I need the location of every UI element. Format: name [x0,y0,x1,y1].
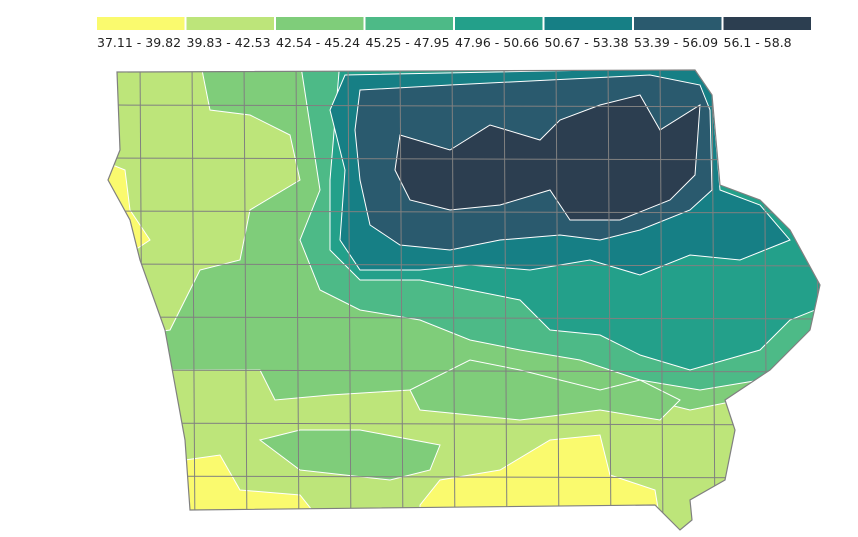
county-line [607,70,612,530]
contour-map [108,70,820,530]
legend-swatch [365,17,453,30]
county-line [295,70,300,530]
county-line [108,528,820,530]
county-line [659,70,664,530]
contour-region [394,94,701,221]
legend-label: 47.96 - 50.66 [455,35,539,50]
county-line [347,70,352,530]
legend-swatch [276,17,364,30]
legend-label: 42.54 - 45.24 [276,35,360,50]
legend-label: 45.25 - 47.95 [366,35,450,50]
county-line [399,70,404,530]
state-border [107,69,821,531]
county-line [108,316,820,320]
county-line [108,263,820,267]
legend-swatch [97,17,185,30]
legend-swatch [634,17,722,30]
legend-label: 37.11 - 39.82 [97,35,181,50]
legend-swatch [544,17,632,30]
legend: 37.11 - 39.82 39.83 - 42.53 42.54 - 45.24 4… [97,17,811,50]
legend-swatch [455,17,543,30]
county-line [108,157,820,161]
county-line [555,70,560,530]
county-line [191,70,196,530]
legend-swatch [723,17,811,30]
legend-swatch [186,17,274,30]
county-line [108,475,820,479]
legend-label: 50.67 - 53.38 [545,35,629,50]
county-line [108,369,820,373]
legend-label: 56.1 - 58.8 [724,35,792,50]
legend-label: 39.83 - 42.53 [187,35,271,50]
county-line [108,422,820,426]
county-line [711,70,716,530]
county-line [108,210,820,214]
contour-region [409,359,681,421]
county-line [451,70,456,530]
county-line [503,70,508,530]
legend-label: 53.39 - 56.09 [634,35,718,50]
county-line [243,70,248,530]
